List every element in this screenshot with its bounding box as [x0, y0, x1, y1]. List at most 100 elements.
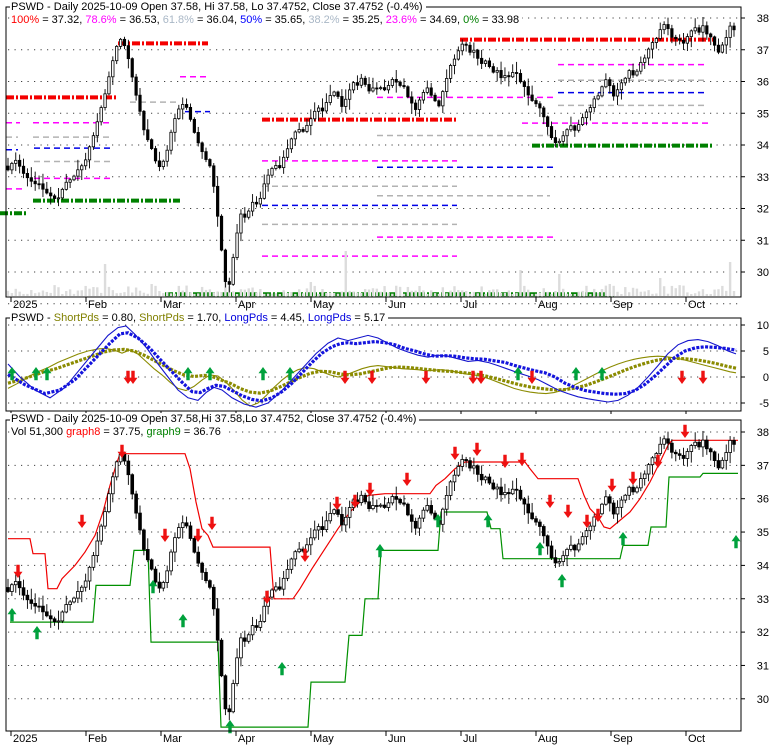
y-axis-label: 36 [757, 494, 769, 506]
legend-part: = 37.75, [100, 426, 147, 438]
buy-arrow-icon [557, 574, 567, 588]
legend-part: Vol 51,300 [11, 426, 67, 438]
middle-panel-plot-area[interactable] [6, 318, 741, 411]
legend-part: ShortPds [139, 312, 185, 324]
buy-arrow-icon [258, 367, 268, 381]
buy-arrow-icon [7, 367, 17, 381]
sell-arrow-icon [207, 516, 217, 530]
buy-arrow-icon [32, 626, 42, 640]
buy-arrow-icon [513, 367, 523, 381]
sell-arrow-icon [13, 564, 23, 578]
legend-part: = 37.32, [39, 14, 86, 26]
top-panel-candles [6, 17, 736, 293]
buy-arrow-icon [277, 662, 287, 676]
x-axis-label: 2025 [13, 299, 37, 311]
middle-panel [6, 318, 741, 411]
x-axis-label: Aug [538, 733, 558, 745]
legend-part: 78.6% [85, 14, 117, 26]
y-axis-label: 33 [757, 594, 769, 606]
x-axis-label: Jun [388, 733, 406, 745]
buy-arrow-icon [178, 614, 188, 628]
sell-arrow-icon [367, 370, 377, 384]
y-axis-label: 5 [763, 346, 769, 358]
legend-part: graph9 [146, 426, 181, 438]
bottom-panel-y-axis: 38 37 36 35 34 33 32 31 30 [741, 427, 769, 706]
x-axis-label: Sep [613, 733, 633, 745]
sell-arrow-icon [472, 442, 482, 456]
bottom-panel-legend: Vol 51,300 graph8 = 37.75, graph9 = 36.7… [10, 426, 224, 438]
middle-panel-y-axis: 10 5 0 -5 [741, 320, 769, 410]
legend-part: = 35.65, [262, 14, 309, 26]
legend-part: 38.2% [308, 14, 340, 26]
x-axis-label: 2025 [13, 733, 37, 745]
sell-arrow-icon [300, 548, 310, 562]
top-panel-x-axis: 2025 Feb Mar Apr May Jun Jul Aug Sep Oct [10, 297, 705, 311]
sell-arrow-icon [421, 370, 431, 384]
buy-arrow-icon [42, 367, 52, 381]
y-axis-label: 35 [757, 108, 769, 120]
sell-arrow-icon [653, 454, 663, 468]
buy-arrow-icon [483, 514, 493, 528]
y-axis-label: 36 [757, 77, 769, 89]
sell-arrow-icon [527, 370, 537, 384]
y-axis-label: 31 [757, 660, 769, 672]
x-axis-label: May [313, 299, 334, 311]
sell-arrow-icon [77, 514, 87, 528]
legend-part: 50% [240, 14, 263, 26]
sell-arrow-icon [340, 370, 350, 384]
sell-arrow-icon [332, 496, 342, 510]
buy-arrow-icon [375, 544, 385, 558]
buy-arrow-icon [183, 367, 193, 381]
x-axis-label: Jul [463, 299, 477, 311]
sell-arrow-icon [517, 452, 527, 466]
x-axis-label: Mar [163, 299, 182, 311]
bottom-panel-candles [6, 430, 736, 721]
sell-arrow-icon [677, 370, 687, 384]
y-axis-label: 30 [757, 694, 769, 706]
x-axis-label: Mar [163, 733, 182, 745]
fib-legend: 100% = 37.32, 78.6% = 36.53, 61.8% = 36.… [10, 14, 523, 26]
sell-arrow-icon [402, 472, 412, 486]
top-panel-y-axis: 38 37 36 35 34 33 32 31 30 [741, 13, 769, 279]
y-axis-label: 35 [757, 527, 769, 539]
legend-part: = 34.69, [416, 14, 464, 26]
sell-arrow-icon [593, 508, 603, 522]
legend-part: LongPds [224, 312, 268, 324]
y-axis-label: 34 [757, 560, 769, 572]
buy-arrow-icon [31, 367, 41, 381]
y-axis-label: 31 [757, 235, 769, 247]
x-axis-label: Jul [463, 733, 477, 745]
buy-arrow-icon [7, 608, 17, 622]
legend-part: LongPds [307, 312, 352, 324]
middle-panel-header: PSWD - ShortPds = 0.80, ShortPds = 1.70,… [10, 312, 389, 324]
sell-arrow-icon [607, 478, 617, 492]
sell-arrow-icon [160, 528, 170, 542]
y-axis-label: 32 [757, 204, 769, 216]
sell-arrow-icon [117, 444, 127, 458]
x-axis-label: Aug [538, 299, 558, 311]
y-axis-label: 38 [757, 427, 769, 439]
x-axis-label: Oct [688, 733, 705, 745]
legend-part: = 5.17 [351, 312, 386, 324]
legend-part: = 36.04, [193, 14, 241, 26]
x-axis-label: Apr [238, 733, 255, 745]
bottom-panel-x-axis: 2025 Feb Mar Apr May Jun Jul Aug Sep Oct [10, 731, 705, 745]
bottom-panel-title: PSWD - Daily 2025-10-09 Open 37.58,Hi 37… [11, 413, 417, 425]
y-axis-label: 10 [757, 320, 769, 332]
buy-arrow-icon [285, 367, 295, 381]
legend-part: 23.6% [385, 14, 417, 26]
bottom-panel-signal-arrows [7, 424, 741, 734]
x-axis-label: Sep [613, 299, 633, 311]
y-axis-label: 37 [757, 460, 769, 472]
buy-arrow-icon [205, 367, 215, 381]
sell-arrow-icon [680, 424, 690, 438]
x-axis-label: Jun [388, 299, 406, 311]
sell-arrow-icon [476, 370, 486, 384]
sell-arrow-icon [262, 590, 272, 604]
legend-part: = 36.53, [116, 14, 163, 26]
sell-arrow-icon [500, 454, 510, 468]
buy-arrow-icon [225, 720, 235, 734]
legend-part: = 0.80, [99, 312, 140, 324]
sell-arrow-icon [365, 482, 375, 496]
